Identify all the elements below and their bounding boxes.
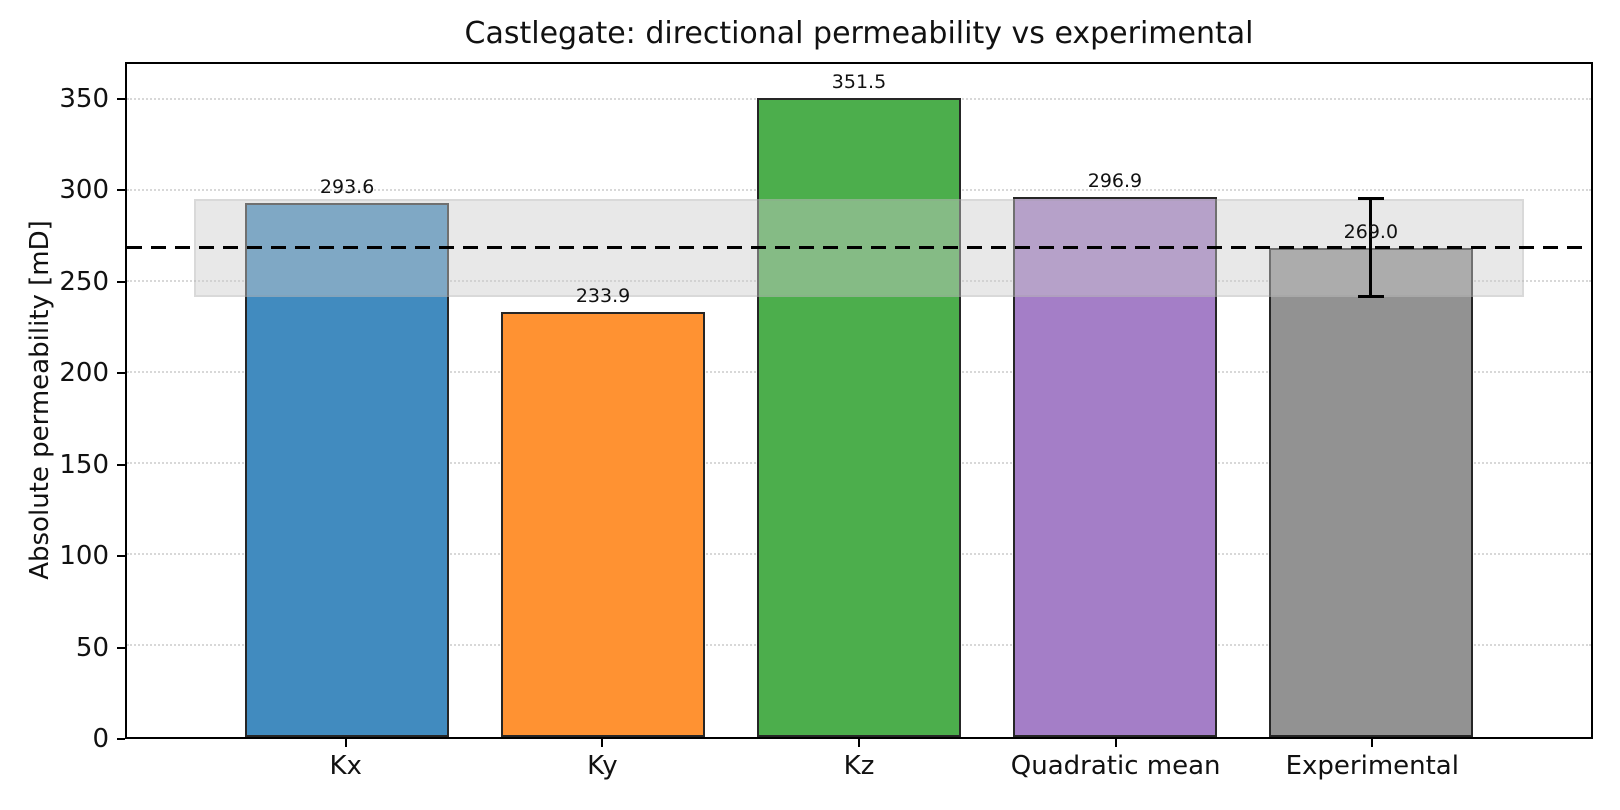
x-tick-label-kx: Kx — [329, 751, 362, 781]
y-tick-label: 200 — [59, 358, 109, 389]
x-tick-label-experimental: Experimental — [1285, 751, 1459, 781]
y-tick-label: 50 — [75, 632, 109, 663]
reference-line — [127, 246, 1591, 250]
y-tick-label: 150 — [59, 449, 109, 480]
bar-value-label: 293.6 — [319, 175, 375, 198]
x-tick-mark — [1371, 739, 1374, 747]
x-tick-label-ky: Ky — [587, 751, 618, 781]
chart-title: Castlegate: directional permeability vs … — [464, 16, 1254, 51]
y-tick-label: 350 — [59, 83, 109, 114]
x-tick-label-kz: Kz — [843, 751, 875, 781]
bar-value-label: 233.9 — [575, 284, 631, 307]
y-tick-label: 250 — [59, 266, 109, 297]
bar-experimental — [1268, 247, 1474, 737]
x-tick-mark — [601, 739, 604, 747]
plot-area: 293.6 233.9 351.5 296.9 269.0 — [125, 62, 1593, 739]
error-bar-cap-top — [1357, 197, 1384, 201]
bar-kx — [244, 202, 450, 737]
bar-quadratic-mean — [1012, 196, 1218, 737]
y-tick-mark — [117, 280, 125, 283]
x-tick-label-quadratic-mean: Quadratic mean — [1010, 751, 1221, 781]
x-tick-mark — [858, 739, 860, 747]
x-tick-mark — [344, 739, 347, 747]
bar-value-label: 351.5 — [831, 70, 887, 93]
y-tick-label: 0 — [92, 724, 109, 754]
y-tick-label: 100 — [59, 541, 109, 572]
y-axis: 0 50 100 150 200 250 300 350 — [0, 62, 125, 754]
y-tick-mark — [117, 97, 125, 100]
y-tick-mark — [117, 555, 125, 558]
error-bar-cap-bottom — [1357, 295, 1384, 299]
x-tick-mark — [1114, 739, 1117, 747]
y-tick-label: 300 — [59, 175, 109, 206]
bar-value-label: 269.0 — [1343, 220, 1399, 243]
y-tick-mark — [117, 463, 125, 466]
y-tick-mark — [117, 738, 125, 740]
error-bar-stem — [1369, 198, 1373, 297]
bar-ky — [500, 311, 706, 737]
y-tick-mark — [117, 372, 125, 375]
y-tick-mark — [117, 189, 125, 192]
bar-value-label: 296.9 — [1087, 169, 1143, 192]
x-axis: Kx Ky Kz Quadratic mean Experimental — [125, 739, 1593, 799]
y-tick-mark — [117, 646, 125, 649]
bar-kz — [756, 97, 962, 737]
